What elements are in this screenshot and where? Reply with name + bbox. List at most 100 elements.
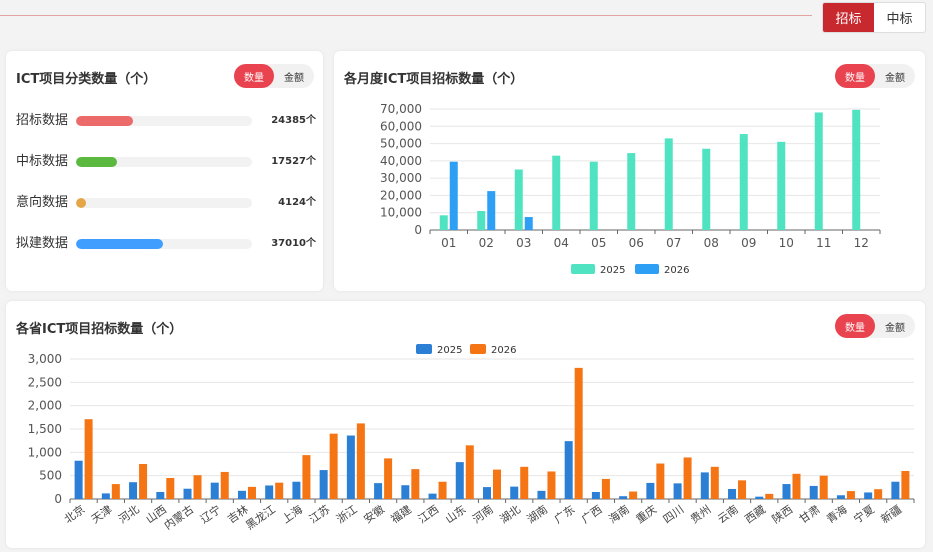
x-tick-label: 02 [479,236,494,250]
category-progress-fill [76,239,163,249]
bar-2026 [356,423,365,499]
bar-2026 [901,471,910,499]
province-count-button[interactable]: 数量 [835,314,875,338]
bar-2026 [449,161,458,230]
x-tick-label: 09 [741,236,756,250]
bar-2026 [302,455,311,499]
x-tick-label: 河北 [116,503,141,526]
legend-label: 2025 [600,265,625,276]
province-amount-button[interactable]: 金额 [885,322,905,334]
bar-2025 [477,210,486,230]
bar-2025 [552,155,561,230]
bar-2026 [710,466,719,499]
bar-2025 [210,482,219,499]
legend-label: 2026 [664,265,689,276]
category-progress-fill [76,116,134,126]
category-count-button[interactable]: 数量 [234,64,274,88]
bar-2025 [627,153,636,230]
x-tick-label: 河南 [470,503,495,526]
monthly-amount-button[interactable]: 金额 [885,72,905,84]
monthly-count-button[interactable]: 数量 [835,64,875,88]
bar-2026 [139,464,148,499]
x-tick-label: 04 [554,236,569,250]
x-tick-label: 01 [441,236,456,250]
bar-2025 [428,493,437,499]
bar-2025 [673,483,682,499]
bar-2025 [836,495,845,499]
x-tick-label: 黑龙江 [243,503,277,533]
x-tick-label: 福建 [388,502,414,526]
bar-2026 [384,458,393,499]
bar-2025 [700,472,709,499]
toggle-bid-button[interactable]: 招标 [823,3,874,32]
y-tick-label: 20,000 [380,188,422,202]
y-tick-label: 2,500 [28,375,62,389]
category-amount-button[interactable]: 金额 [284,72,304,84]
bar-2026 [524,217,533,230]
bar-2025 [852,109,861,230]
category-progress-fill [76,157,118,167]
bar-2025 [814,112,823,230]
header-divider-line [0,15,812,16]
legend-swatch [470,344,486,354]
bar-2025 [728,488,737,499]
x-tick-label: 甘肃 [797,503,822,526]
bar-2026 [220,471,229,499]
bar-2025 [564,441,573,499]
bar-2025 [156,492,165,499]
bar-2026 [846,491,855,499]
category-label: 拟建数据 [16,236,69,251]
bar-2025 [619,496,628,499]
bar-2025 [292,481,301,499]
bar-2025 [702,148,711,230]
x-tick-label: 陕西 [769,502,795,526]
x-tick-label: 07 [666,236,681,250]
bar-2026 [247,486,256,499]
bid-award-toggle[interactable]: 招标 中标 [822,2,926,33]
category-value: 37010个 [271,238,316,249]
bar-2025 [537,490,546,499]
bar-2026 [111,484,120,499]
x-tick-label: 05 [591,236,606,250]
category-value: 24385个 [271,115,316,126]
bar-2025 [101,493,110,499]
y-tick-label: 60,000 [380,119,422,133]
x-tick-label: 12 [854,236,869,250]
y-tick-label: 10,000 [380,206,422,220]
x-tick-label: 湖北 [497,503,522,526]
bar-2025 [777,141,786,230]
bar-2026 [193,475,202,499]
category-progress-fill [76,198,86,208]
x-tick-label: 山东 [443,503,468,526]
legend-label: 2026 [491,345,516,356]
category-metric-pill[interactable]: 数量 金额 [234,64,314,88]
x-tick-label: 贵州 [688,503,713,526]
category-row: 拟建数据 37010个 [16,234,316,254]
x-tick-label: 江西 [416,503,441,526]
x-tick-label: 辽宁 [197,502,223,526]
legend-swatch [416,344,432,354]
x-tick-label: 安徽 [361,502,387,526]
bar-2025 [782,484,791,499]
bar-2025 [455,462,464,499]
category-label: 中标数据 [16,154,69,169]
x-tick-label: 新疆 [878,502,904,526]
y-tick-label: 30,000 [380,171,422,185]
y-tick-label: 40,000 [380,154,422,168]
y-tick-label: 3,000 [28,352,62,366]
bar-2026 [819,475,828,499]
x-tick-label: 浙江 [334,503,359,526]
bar-2026 [601,478,610,499]
monthly-metric-pill[interactable]: 数量 金额 [835,64,915,88]
province-metric-pill[interactable]: 数量 金额 [835,314,915,338]
bar-2026 [438,481,447,499]
category-label: 意向数据 [16,195,69,210]
province-panel-title: 各省ICT项目招标数量（个） [16,322,183,337]
toggle-award-button[interactable]: 中标 [886,12,913,27]
province-panel: 各省ICT项目招标数量（个） 数量 金额 0 500 1,000 1,500 2,000… [6,301,925,548]
category-value: 4124个 [278,197,316,208]
bar-2026 [683,457,692,499]
bar-2026 [765,493,774,499]
x-tick-label: 西藏 [743,503,768,526]
